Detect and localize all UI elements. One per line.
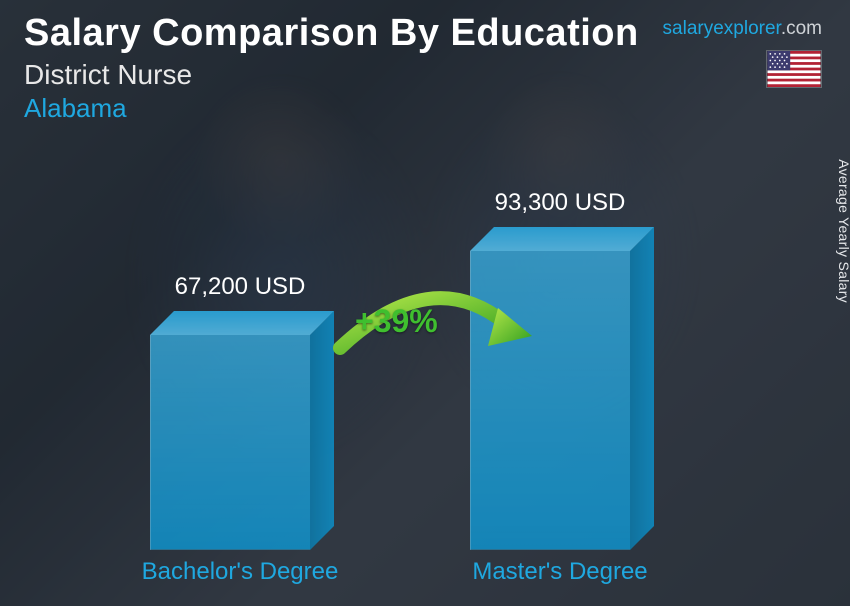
job-subtitle: District Nurse [24,59,826,91]
brand-suffix: .com [781,18,822,39]
category-label-masters: Master's Degree [430,558,690,586]
brand-name: salaryexplorer [663,18,781,39]
bar-front [150,335,310,550]
bar-chart: 67,200 USD Bachelor's Degree 93,300 USD … [0,148,850,588]
category-label-bachelors: Bachelor's Degree [110,558,370,586]
bar-top [150,311,334,335]
bar-top [470,227,654,251]
location-label: Alabama [24,93,826,124]
percent-increase-label: +39% [355,303,438,340]
value-label-masters: 93,300 USD [440,189,680,217]
bar3d [150,335,330,550]
us-flag-icon [766,50,822,88]
brand-logo: salaryexplorer.com [663,18,822,40]
bar-side [630,227,654,550]
